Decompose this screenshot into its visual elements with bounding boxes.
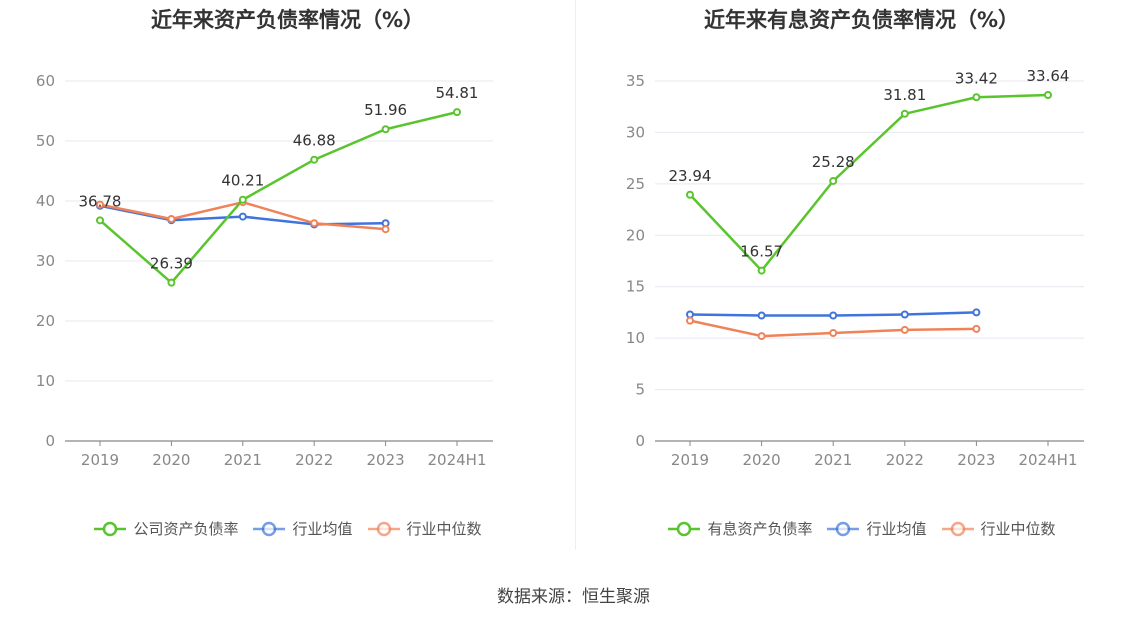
data-label: 54.81: [436, 84, 479, 102]
legend-item[interactable]: 公司资产负债率: [93, 518, 238, 539]
data-point[interactable]: [238, 212, 247, 221]
data-label: 16.57: [740, 243, 783, 261]
data-point[interactable]: [757, 332, 766, 341]
x-tick-label: 2024H1: [1019, 451, 1078, 469]
legend-item[interactable]: 行业中位数: [367, 518, 482, 539]
legend-label: 行业均值: [292, 520, 353, 538]
legend-label: 行业中位数: [406, 520, 482, 538]
x-tick-label: 2020: [152, 451, 190, 469]
data-point[interactable]: [381, 225, 390, 234]
data-point[interactable]: [686, 310, 694, 319]
data-point[interactable]: [167, 278, 176, 287]
data-point[interactable]: [453, 108, 461, 117]
x-tick-label: 2019: [671, 451, 709, 469]
y-tick-label: 25: [626, 175, 645, 193]
chart-title: 近年来有息资产负债率情况（%）: [703, 8, 1020, 32]
y-tick-label: 20: [626, 226, 645, 244]
data-label: 31.81: [883, 86, 926, 104]
data-point[interactable]: [829, 311, 838, 320]
y-tick-label: 30: [626, 123, 645, 141]
y-tick-label: 0: [45, 432, 55, 450]
data-point[interactable]: [310, 155, 319, 164]
data-point[interactable]: [96, 200, 104, 209]
data-point[interactable]: [1044, 90, 1052, 99]
data-label: 40.21: [221, 172, 264, 190]
y-tick-label: 20: [36, 312, 55, 330]
x-tick-label: 2022: [295, 451, 333, 469]
data-label: 33.64: [1027, 67, 1070, 85]
y-tick-label: 0: [635, 432, 645, 450]
series-line: [99, 110, 458, 284]
legend-item[interactable]: 行业均值: [826, 518, 927, 539]
data-point[interactable]: [900, 325, 909, 334]
legend-item[interactable]: 行业均值: [252, 518, 353, 539]
data-label: 25.28: [812, 153, 855, 171]
data-point[interactable]: [972, 93, 981, 102]
data-point[interactable]: [96, 216, 104, 225]
y-tick-label: 30: [36, 252, 55, 270]
y-tick-label: 15: [626, 278, 645, 296]
legend-swatch-icon: [941, 521, 974, 536]
y-tick-label: 10: [36, 372, 55, 390]
y-tick-label: 50: [36, 132, 55, 150]
chart-title: 近年来资产负债率情况（%）: [150, 8, 425, 32]
y-tick-label: 60: [36, 72, 55, 90]
y-tick-label: 5: [635, 381, 645, 399]
x-tick-label: 2023: [367, 451, 405, 469]
legend-label: 公司资产负债率: [133, 520, 239, 538]
data-point[interactable]: [238, 195, 247, 204]
data-point[interactable]: [972, 308, 981, 317]
chart-panel-debt-ratio: 近年来资产负债率情况（%） 0 10 20 30 40 50 60 2019 2020 2021 2…: [0, 0, 575, 560]
x-tick-label: 2023: [957, 451, 995, 469]
x-tick-label: 2024H1: [428, 451, 487, 469]
y-tick-label: 40: [36, 192, 55, 210]
legend-label: 行业中位数: [980, 520, 1056, 538]
x-tick-label: 2021: [224, 451, 262, 469]
data-point[interactable]: [900, 310, 909, 319]
legend-swatch-icon: [668, 521, 701, 536]
legend-item[interactable]: 有息资产负债率: [667, 518, 812, 539]
data-point[interactable]: [829, 329, 838, 337]
data-point[interactable]: [829, 176, 838, 185]
data-point[interactable]: [686, 190, 694, 199]
legend-swatch-icon: [827, 521, 860, 536]
series-line: [689, 93, 1049, 272]
chart-legend: 有息资产负债率 行业均值 行业中位数: [576, 518, 1147, 539]
chart-svg-interest-debt-ratio: 0 5 10 15 20 25 30 35 2019 2020 2021 2022 2023 2024H1…: [626, 67, 1084, 469]
data-point[interactable]: [757, 311, 766, 320]
x-tick-label: 2020: [743, 451, 781, 469]
data-label: 46.88: [293, 132, 336, 150]
legend-swatch-icon: [94, 521, 127, 536]
chart-svg-debt-ratio: 0 10 20 30 40 50 60 2019 2020 2021 2022 2023 2024H1 3…: [36, 72, 493, 469]
panel-divider: [575, 0, 576, 550]
data-point[interactable]: [310, 219, 319, 228]
data-label: 36.78: [79, 192, 122, 210]
data-point[interactable]: [686, 316, 694, 325]
data-point[interactable]: [167, 215, 176, 223]
chart-panel-interest-debt-ratio: 近年来有息资产负债率情况（%） 0 5 10 15 20 25 30 35 2019 2020 20…: [576, 0, 1147, 560]
legend-swatch-icon: [367, 521, 400, 536]
x-tick-label: 2021: [814, 451, 852, 469]
data-point[interactable]: [972, 324, 981, 333]
data-point[interactable]: [757, 266, 766, 275]
x-tick-label: 2022: [886, 451, 924, 469]
y-tick-label: 10: [626, 329, 645, 347]
legend-label: 行业均值: [866, 520, 927, 538]
legend-item[interactable]: 行业中位数: [941, 518, 1056, 539]
data-label: 23.94: [669, 167, 712, 185]
x-tick-label: 2019: [81, 451, 119, 469]
legend-label: 有息资产负债率: [707, 520, 813, 538]
chart-legend: 公司资产负债率 行业均值 行业中位数: [0, 518, 575, 539]
data-source-label: 数据来源：恒生聚源: [497, 587, 650, 607]
data-point[interactable]: [381, 125, 390, 134]
y-tick-label: 35: [626, 72, 645, 90]
data-label: 33.42: [955, 69, 998, 87]
data-label: 51.96: [364, 101, 407, 119]
data-label: 26.39: [150, 255, 193, 273]
data-point[interactable]: [900, 109, 909, 118]
legend-swatch-icon: [253, 521, 286, 536]
